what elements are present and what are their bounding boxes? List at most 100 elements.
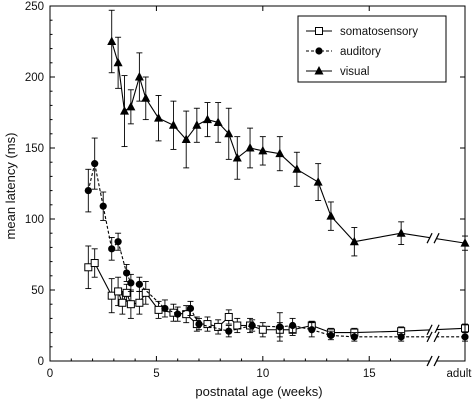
data-point bbox=[192, 120, 202, 129]
series-line-segment bbox=[139, 283, 166, 309]
series-break-mark bbox=[426, 232, 433, 244]
data-point bbox=[313, 177, 323, 186]
y-tick-label: 250 bbox=[25, 1, 44, 13]
data-point bbox=[123, 269, 131, 277]
data-point bbox=[113, 57, 123, 67]
axes: 0 50 100 150 200 250 0 5 10 15 adult bbox=[25, 1, 472, 380]
x-tick-label-adult: adult bbox=[447, 368, 473, 380]
y-tick-label: 200 bbox=[25, 72, 44, 84]
series-line-segment bbox=[330, 215, 355, 243]
data-point bbox=[396, 228, 406, 237]
legend-label: somatosensory bbox=[340, 26, 418, 38]
series-auditory bbox=[84, 137, 469, 343]
series-line-segment bbox=[228, 324, 253, 332]
y-tick-label: 50 bbox=[31, 285, 44, 297]
data-point bbox=[233, 321, 242, 330]
axis-break-mark bbox=[433, 355, 440, 367]
series-line-segment bbox=[94, 262, 113, 296]
data-point bbox=[118, 298, 127, 307]
series-line-segment bbox=[198, 323, 229, 332]
y-tick-label: 150 bbox=[25, 143, 44, 155]
data-point bbox=[225, 327, 233, 335]
data-point bbox=[232, 152, 242, 162]
data-point bbox=[326, 211, 336, 220]
series-line-segment bbox=[102, 206, 113, 249]
y-tick-label: 0 bbox=[38, 356, 44, 368]
series-line-segment bbox=[111, 41, 119, 63]
data-point bbox=[258, 145, 268, 155]
data-point bbox=[126, 300, 135, 309]
data-point bbox=[292, 164, 302, 173]
data-point bbox=[289, 321, 297, 330]
data-point bbox=[122, 288, 131, 297]
y-tick-label: 100 bbox=[25, 214, 44, 226]
data-point bbox=[186, 304, 195, 313]
data-point bbox=[108, 245, 116, 253]
data-point bbox=[126, 101, 136, 111]
data-point bbox=[119, 106, 129, 115]
legend-marker bbox=[314, 66, 324, 75]
plot-frame bbox=[49, 5, 466, 362]
series-line-segment bbox=[228, 133, 238, 159]
series-line-segment bbox=[117, 62, 126, 112]
series-line-segment bbox=[317, 181, 332, 217]
series-line-segment bbox=[354, 232, 402, 243]
data-point bbox=[275, 148, 285, 158]
data-point bbox=[161, 304, 169, 313]
x-tick-label: 5 bbox=[153, 368, 159, 380]
series-line-segment bbox=[87, 163, 96, 191]
data-point bbox=[327, 331, 335, 340]
legend: somatosensory auditory visual bbox=[297, 15, 447, 83]
data-point bbox=[203, 320, 212, 329]
series-line-segment bbox=[130, 76, 140, 107]
data-point bbox=[195, 320, 203, 328]
series-break-mark bbox=[433, 331, 440, 343]
data-point bbox=[224, 128, 234, 138]
x-tick-label: 0 bbox=[47, 368, 53, 380]
x-tick-label: 15 bbox=[363, 368, 376, 380]
data-point bbox=[181, 134, 191, 143]
data-point bbox=[134, 72, 144, 81]
legend-label: auditory bbox=[340, 46, 381, 58]
data-point bbox=[84, 187, 92, 195]
data-point bbox=[114, 238, 122, 246]
x-tick-label: 10 bbox=[256, 368, 269, 380]
data-point bbox=[214, 322, 223, 331]
data-point bbox=[308, 326, 316, 334]
data-point bbox=[91, 160, 99, 168]
data-point bbox=[127, 279, 135, 287]
data-point bbox=[349, 236, 359, 246]
axis-break-mark bbox=[426, 355, 433, 367]
data-point bbox=[154, 305, 163, 314]
series-break-gap bbox=[430, 325, 437, 334]
series-break-mark bbox=[433, 232, 440, 244]
data-point bbox=[168, 120, 178, 129]
series-line-segment bbox=[117, 241, 128, 274]
data-point bbox=[154, 113, 164, 122]
data-point bbox=[141, 93, 151, 102]
data-point bbox=[182, 310, 191, 319]
y-axis-title: mean latency (ms) bbox=[3, 133, 18, 240]
data-point bbox=[174, 310, 182, 318]
data-point bbox=[213, 117, 223, 126]
data-point bbox=[135, 298, 144, 307]
plot-area bbox=[84, 9, 470, 343]
data-point bbox=[90, 259, 99, 268]
series-line-segment bbox=[354, 330, 402, 334]
data-point bbox=[350, 333, 358, 341]
data-point bbox=[202, 114, 212, 124]
series-line-segment bbox=[94, 163, 104, 207]
series-line-segment bbox=[138, 76, 147, 99]
x-axis-title: postnatal age (weeks) bbox=[195, 384, 322, 399]
legend-label: visual bbox=[340, 66, 369, 78]
series-line-segment bbox=[330, 334, 355, 338]
legend-marker bbox=[315, 27, 323, 35]
series-break-mark bbox=[426, 331, 433, 343]
data-point bbox=[248, 321, 256, 330]
data-point bbox=[107, 291, 116, 300]
data-point bbox=[397, 333, 405, 341]
series-break-mark bbox=[426, 324, 433, 336]
data-point bbox=[99, 202, 107, 210]
axis-break-gap bbox=[430, 356, 437, 366]
